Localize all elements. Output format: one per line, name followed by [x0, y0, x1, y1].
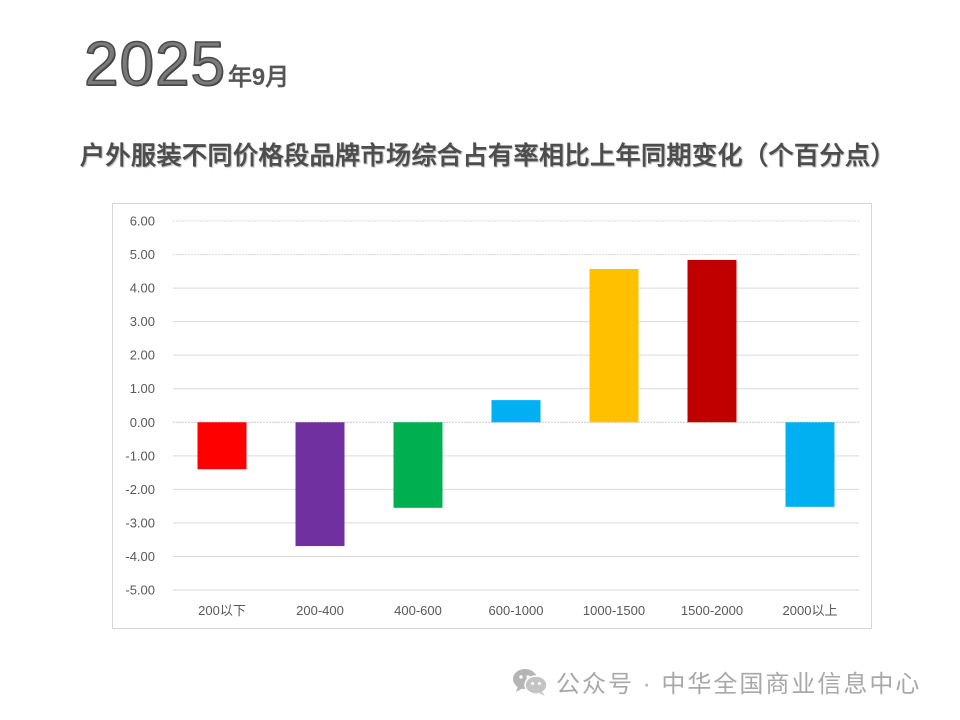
- y-tick-label: -1.00: [125, 448, 155, 463]
- y-tick-label: 6.00: [130, 214, 155, 229]
- y-tick-label: 3.00: [130, 314, 155, 329]
- watermark: 公众号 · 中华全国商业信息中心: [512, 664, 921, 699]
- bar-1000-1500: [589, 268, 639, 423]
- bar-chart-plot: 6.00 5.00 4.00 3.00 2.00 1.00 0.00 -1.00 -2.00 -3…: [125, 214, 859, 618]
- x-tick-label: 400-600: [394, 603, 442, 618]
- chart-title: 户外服装不同价格段品牌市场综合占有率相比上年同期变化（个百分点）: [80, 142, 897, 170]
- x-tick-label: 2000以上: [783, 603, 838, 618]
- y-tick-label: -3.00: [125, 515, 155, 530]
- watermark-text: 公众号 · 中华全国商业信息中心: [556, 671, 922, 698]
- bar-2000以上: [785, 422, 835, 507]
- bar-200以下: [197, 422, 247, 470]
- y-tick-label: -4.00: [125, 549, 155, 564]
- y-tick-label: 2.00: [130, 348, 155, 363]
- report-month: 年9月: [227, 64, 290, 91]
- report-period: 2025 年9月: [83, 30, 290, 104]
- y-tick-label: -2.00: [125, 482, 155, 497]
- x-tick-label: 1500-2000: [681, 603, 743, 618]
- bar-1500-2000: [687, 259, 737, 423]
- report-year: 2025: [83, 30, 226, 99]
- bar-200-400: [295, 422, 345, 547]
- x-tick-label: 200-400: [296, 603, 344, 618]
- y-tick-label: 1.00: [130, 381, 155, 396]
- bar-chart: 6.00 5.00 4.00 3.00 2.00 1.00 0.00 -1.00 -2.00 -3…: [112, 203, 872, 629]
- bar-600-1000: [491, 400, 541, 423]
- y-tick-label: 4.00: [130, 281, 155, 296]
- wechat-icon: [513, 668, 548, 696]
- y-tick-label: 0.00: [130, 415, 155, 430]
- y-tick-label: -5.00: [125, 583, 155, 598]
- x-tick-label: 200以下: [198, 603, 246, 618]
- x-tick-label: 1000-1500: [583, 603, 645, 618]
- bar-400-600: [393, 422, 443, 508]
- x-tick-label: 600-1000: [489, 603, 544, 618]
- y-tick-label: 5.00: [130, 247, 155, 262]
